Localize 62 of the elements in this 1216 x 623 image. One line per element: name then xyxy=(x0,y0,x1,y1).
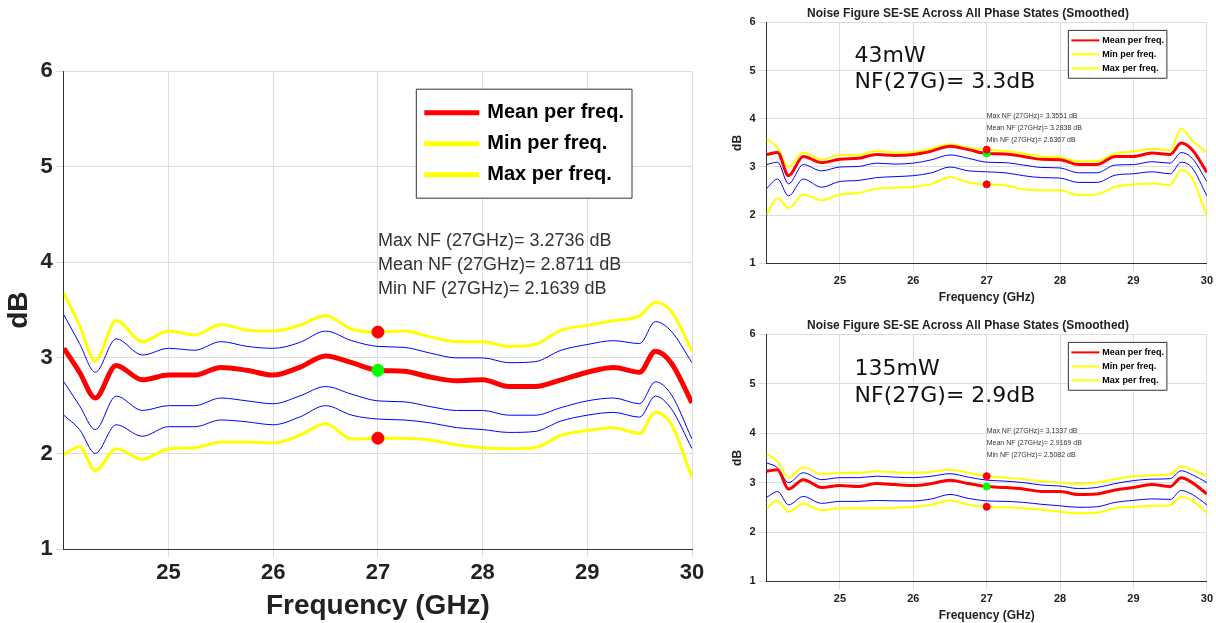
y-tick-label: 3 xyxy=(749,160,756,173)
x-tick-label: 30 xyxy=(1200,592,1214,605)
x-tick-label: 26 xyxy=(907,274,920,287)
x-tick-label: 28 xyxy=(1053,274,1067,287)
legend-label: Mean per freq. xyxy=(487,100,624,123)
x-tick-label: 25 xyxy=(156,559,181,585)
annotation: NF(27G)= 2.9dB xyxy=(854,381,1036,407)
legend-label: Max per freq. xyxy=(487,162,612,185)
chart-title: Noise Figure SE-SE Across All Phase States (Smoothed) xyxy=(807,5,1129,20)
y-axis-title: dB xyxy=(729,134,744,151)
x-tick-label: 26 xyxy=(907,592,920,605)
legend-label: Min per freq. xyxy=(487,131,608,154)
y-tick-label: 3 xyxy=(749,475,756,488)
line-series xyxy=(766,495,1207,515)
y-tick-label: 6 xyxy=(749,327,756,340)
line-series xyxy=(63,381,692,440)
x-tick-label: 29 xyxy=(1127,274,1140,287)
annotation: Mean NF (27GHz)= 2.8711 dB xyxy=(377,254,622,275)
x-tick-label: 29 xyxy=(575,559,600,585)
legend-label: Min per freq. xyxy=(1102,360,1157,371)
x-tick-label: 28 xyxy=(1053,592,1067,605)
y-tick-label: 2 xyxy=(40,439,53,465)
x-tick-label: 30 xyxy=(679,559,705,585)
y-tick-label: 3 xyxy=(40,343,53,369)
annotation: Max NF (27GHz)= 3.2736 dB xyxy=(377,230,612,251)
x-axis-title: Frequency (GHz) xyxy=(938,290,1035,305)
x-tick-label: 27 xyxy=(980,274,993,287)
x-tick-label: 27 xyxy=(365,559,391,585)
annotation: 43mW xyxy=(854,41,927,67)
x-tick-label: 30 xyxy=(1200,274,1214,287)
x-tick-label: 29 xyxy=(1127,592,1140,605)
legend-label: Mean per freq. xyxy=(1102,346,1164,357)
chart-title: Noise Figure SE-SE Across All Phase States (Smoothed) xyxy=(807,317,1129,332)
annotation: NF(27G)= 3.3dB xyxy=(854,68,1036,94)
legend-label: Min per freq. xyxy=(1102,48,1157,59)
x-tick-label: 26 xyxy=(260,559,286,585)
x-axis-title: Frequency (GHz) xyxy=(938,608,1035,623)
y-tick-label: 5 xyxy=(749,63,756,76)
y-tick-label: 1 xyxy=(749,256,756,269)
y-axis-title: dB xyxy=(729,449,744,466)
legend-label: Mean per freq. xyxy=(1102,34,1164,45)
legend-label: Max per freq. xyxy=(1102,62,1159,73)
x-tick-label: 27 xyxy=(980,592,993,605)
y-tick-label: 2 xyxy=(749,525,756,538)
x-axis-title: Frequency (GHz) xyxy=(265,588,490,620)
y-tick-label: 5 xyxy=(40,152,53,178)
y-tick-label: 4 xyxy=(749,426,757,439)
x-tick-label: 28 xyxy=(470,559,495,585)
x-tick-label: 25 xyxy=(833,274,847,287)
annotation: Min NF (27GHz)= 2.1639 dB xyxy=(377,278,607,299)
y-tick-label: 6 xyxy=(749,15,756,28)
annotation: 135mW xyxy=(854,354,941,380)
y-tick-label: 5 xyxy=(749,376,756,389)
y-tick-label: 4 xyxy=(40,248,54,274)
y-axis-title: dB xyxy=(1,291,33,329)
y-tick-label: 2 xyxy=(749,208,756,221)
y-tick-label: 4 xyxy=(749,111,757,124)
x-tick-label: 25 xyxy=(833,592,847,605)
y-tick-label: 1 xyxy=(40,535,53,561)
y-tick-label: 6 xyxy=(40,57,53,83)
y-tick-label: 1 xyxy=(749,574,756,587)
legend-label: Max per freq. xyxy=(1102,374,1159,385)
